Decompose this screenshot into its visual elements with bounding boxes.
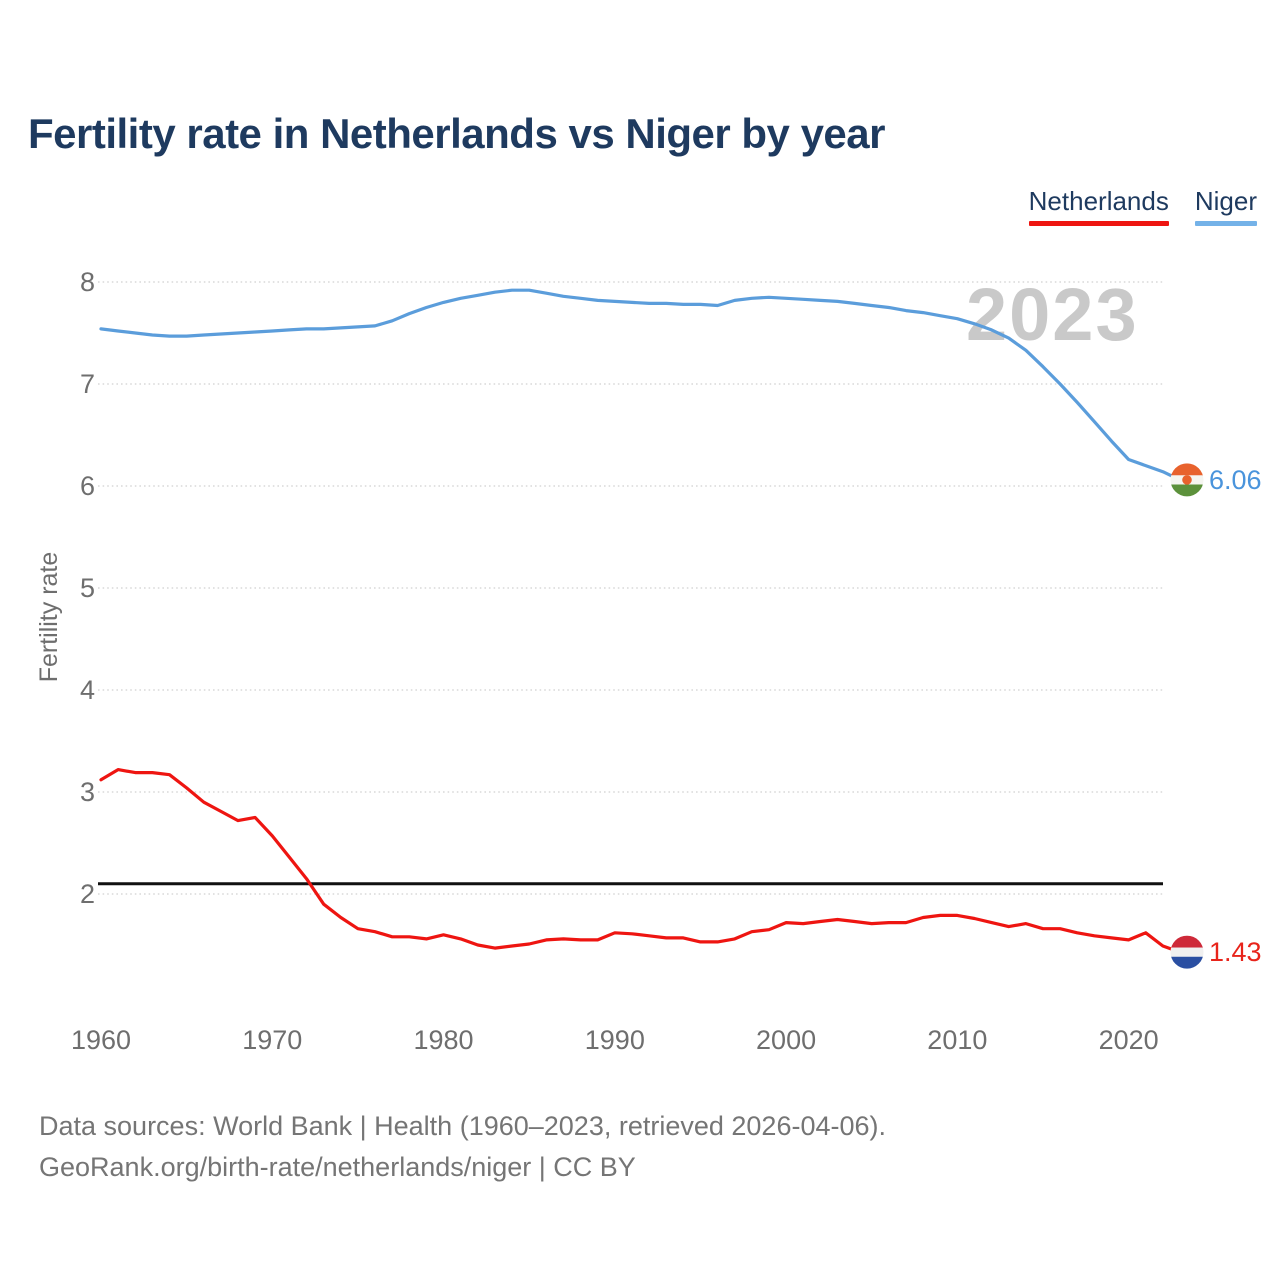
x-tick-label-1970: 1970 xyxy=(242,1025,302,1055)
niger-line xyxy=(99,288,1182,482)
year-watermark: 2023 xyxy=(966,273,1139,356)
axis-ticks-group: 2 3 4 5 6 7 8 1960 1970 1980 1990 2000 2010 2020 xyxy=(71,267,1159,1055)
source-note: Data sources: World Bank | Health (1960–… xyxy=(39,1106,886,1188)
netherlands-end-value: 1.43 xyxy=(1209,937,1262,967)
netherlands-flag-icon xyxy=(1170,935,1204,969)
niger-flag-dot xyxy=(1182,475,1192,485)
y-tick-label-8: 8 xyxy=(80,267,95,297)
legend: Netherlands Niger xyxy=(1028,186,1257,226)
legend-label-netherlands: Netherlands xyxy=(1028,186,1169,216)
netherlands-flag-band-2 xyxy=(1170,956,1204,969)
x-tick-label-1960: 1960 xyxy=(71,1025,131,1055)
netherlands-flag-band-1 xyxy=(1170,947,1204,958)
legend-item-niger[interactable]: Niger xyxy=(1194,186,1257,226)
legend-label-niger: Niger xyxy=(1194,186,1257,216)
netherlands-flag-band-0 xyxy=(1170,935,1204,949)
x-tick-label-2010: 2010 xyxy=(927,1025,987,1055)
niger-end-value: 6.06 xyxy=(1209,465,1262,495)
y-tick-label-5: 5 xyxy=(80,573,95,603)
page-title: Fertility rate in Netherlands vs Niger b… xyxy=(28,110,886,157)
y-tick-label-3: 3 xyxy=(80,777,95,807)
x-tick-label-1980: 1980 xyxy=(414,1025,474,1055)
legend-underline-netherlands xyxy=(1028,221,1169,226)
legend-underline-niger xyxy=(1194,221,1257,226)
x-tick-label-1990: 1990 xyxy=(585,1025,645,1055)
y-tick-label-4: 4 xyxy=(80,675,95,705)
source-line-2: GeoRank.org/birth-rate/netherlands/niger… xyxy=(39,1152,636,1182)
gridlines-group xyxy=(98,281,1163,895)
y-tick-label-7: 7 xyxy=(80,369,95,399)
y-tick-label-2: 2 xyxy=(80,879,95,909)
niger-flag-band-2 xyxy=(1170,484,1204,497)
netherlands-line xyxy=(99,767,1182,954)
legend-item-netherlands[interactable]: Netherlands xyxy=(1028,186,1169,226)
x-tick-label-2020: 2020 xyxy=(1099,1025,1159,1055)
source-line-1: Data sources: World Bank | Health (1960–… xyxy=(39,1111,886,1141)
flag-markers-group: 1.43 6.06 xyxy=(1170,463,1262,969)
x-tick-label-2000: 2000 xyxy=(756,1025,816,1055)
niger-flag-band-0 xyxy=(1170,463,1204,476)
y-tick-label-6: 6 xyxy=(80,471,95,501)
series-group xyxy=(99,288,1182,954)
niger-flag-icon xyxy=(1170,463,1204,497)
